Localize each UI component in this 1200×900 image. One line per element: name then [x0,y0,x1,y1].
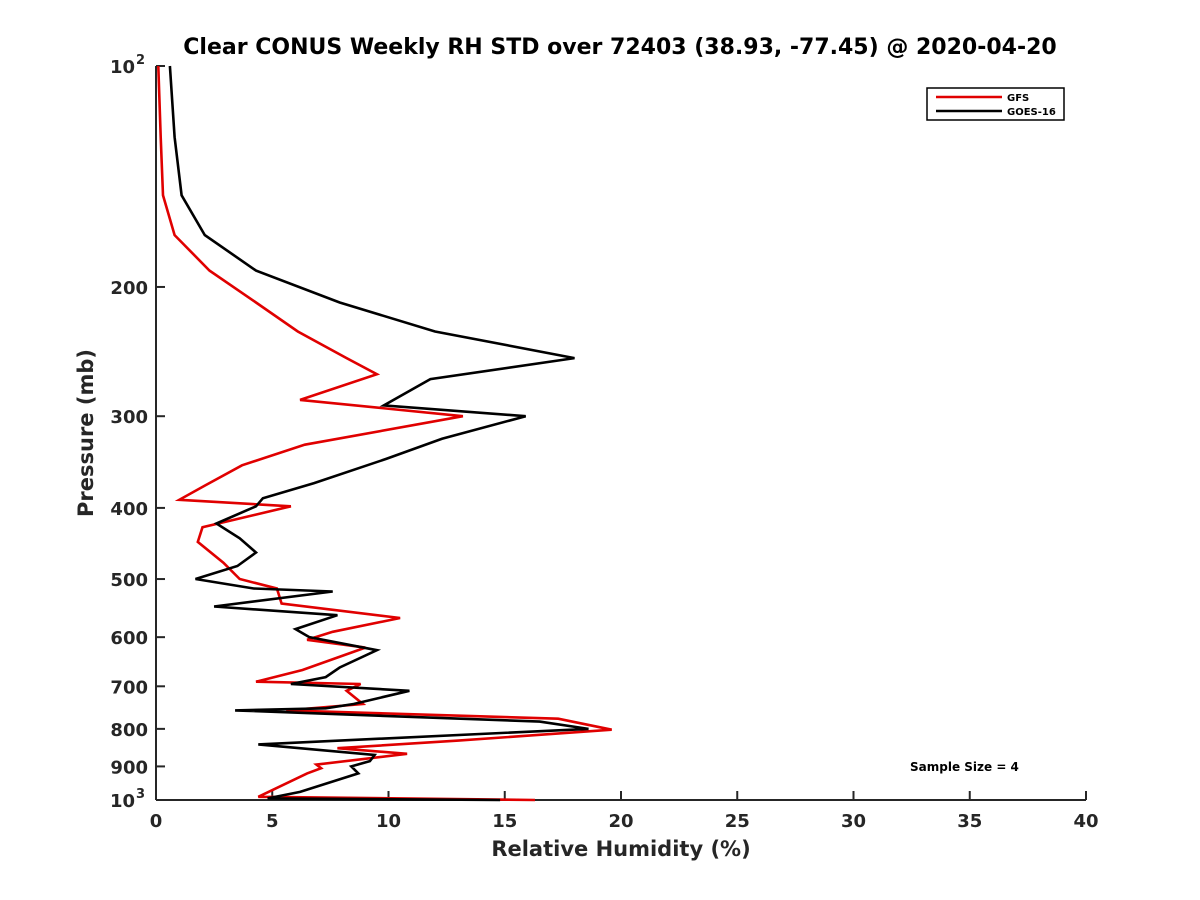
y-axis-title: Pressure (mb) [74,349,98,517]
x-tick-label: 10 [376,811,401,832]
y-tick-label: 400 [110,499,148,520]
legend-box [926,87,1065,121]
x-tick-label: 5 [266,811,279,832]
x-tick-label: 35 [957,811,982,832]
y-tick-label: 500 [110,570,148,591]
legend-label-goes16: GOES-16 [1007,107,1056,118]
plot-area [155,66,1086,801]
series-line-goes16 [168,65,589,802]
x-tick-label: 15 [492,811,517,832]
chart-title: Clear CONUS Weekly RH STD over 72403 (38… [183,35,1056,60]
y-tick-label: 700 [110,677,148,698]
series-line-gfs [157,65,612,802]
x-tick-label: 20 [608,811,633,832]
series-layer [157,65,612,802]
y-tick-exponent: 2 [136,53,145,68]
x-tick-label: 30 [841,811,866,832]
x-tick-label: 25 [725,811,750,832]
y-tick-label: 200 [110,278,148,299]
x-tick-label: 0 [150,811,163,832]
legend: GFS GOES-16 [926,87,1065,121]
y-tick-label: 10 [110,57,135,78]
y-tick-label: 600 [110,628,148,649]
sample-size-annotation: Sample Size = 4 [910,760,1019,774]
legend-label-gfs: GFS [1007,93,1029,104]
y-tick-label: 900 [110,757,148,778]
x-tick-label: 40 [1073,811,1098,832]
y-tick-label: 10 [110,791,135,812]
x-axis-ticks: 0 5 10 15 20 25 30 35 40 [150,791,1099,832]
y-tick-exponent: 3 [136,787,145,802]
y-tick-label: 800 [110,720,148,741]
x-axis-title: Relative Humidity (%) [491,837,750,861]
y-tick-label: 300 [110,407,148,428]
